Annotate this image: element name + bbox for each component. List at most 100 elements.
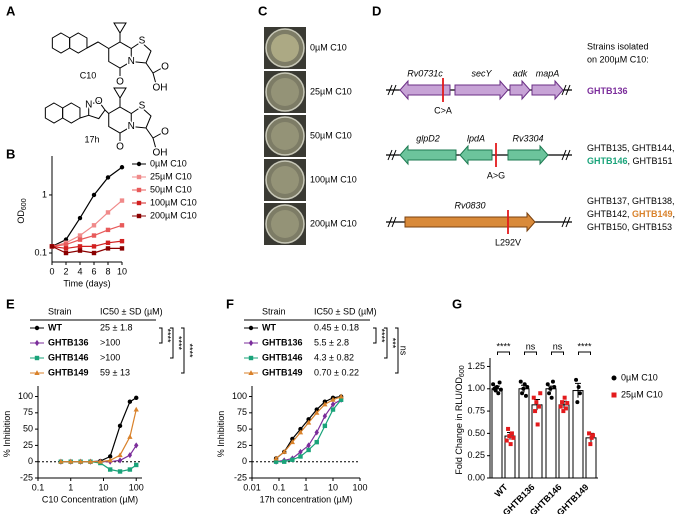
stat-label: ns (553, 341, 563, 351)
data-point (520, 391, 525, 396)
atom-label: O (95, 96, 103, 107)
gene-label: lpdA (467, 133, 485, 143)
stat-label: ns (399, 346, 409, 356)
mutation-label: L292V (495, 237, 521, 247)
strain-line: GHTB150, GHTB153 (587, 222, 672, 232)
x-tick-label: 100 (352, 482, 367, 492)
stat-bracket (373, 327, 377, 344)
gene-arrow (459, 144, 493, 166)
legend-label: GHTB149 (48, 367, 89, 377)
data-point (589, 435, 594, 440)
strain-line: GHTB137, GHTB138, (587, 196, 675, 206)
data-point (305, 419, 312, 425)
panel-label: G (452, 296, 462, 311)
data-point (548, 386, 553, 391)
break (561, 216, 567, 228)
x-tick-label: 6 (91, 266, 96, 276)
legend-marker (34, 339, 40, 347)
data-point (511, 435, 516, 440)
x-tick-label: 0.01 (243, 482, 261, 492)
data-point (322, 423, 328, 429)
gene-label: Rv0830 (454, 200, 485, 210)
data-point (91, 192, 97, 198)
legend-marker (611, 392, 617, 398)
x-tick-label: 100 (129, 482, 144, 492)
strain-line: GHTB142, GHTB149, (587, 209, 675, 219)
data-point (523, 393, 528, 398)
break (387, 84, 393, 96)
data-point (508, 442, 513, 447)
x-axis-label: 17h concentration (µM) (260, 494, 353, 504)
data-point (77, 233, 83, 238)
stat-bracket (181, 327, 185, 374)
panel-label: B (6, 146, 15, 161)
gene-label: Rv0731c (407, 68, 443, 78)
data-point (63, 242, 69, 247)
cyclopropyl (113, 87, 127, 99)
legend-marker (136, 174, 142, 180)
atom-label: N (128, 56, 135, 67)
y-tick-label: 0.25 (467, 450, 485, 460)
y-tick-label: 0 (242, 456, 247, 466)
y-tick-label: 0.75 (467, 405, 485, 415)
stat-bracket (384, 327, 388, 359)
ic50-value: 59 ± 13 (100, 367, 130, 377)
legend-marker (248, 325, 254, 331)
data-point (77, 244, 83, 249)
gene-arrow (404, 211, 536, 233)
gene-label: adk (513, 68, 528, 78)
data-point (49, 244, 55, 249)
stat-label: **** (163, 328, 173, 343)
data-point (105, 175, 111, 180)
data-point (117, 457, 123, 464)
data-point (330, 396, 336, 402)
y-tick-label: -25 (20, 472, 33, 482)
plate-label: 25µM C10 (310, 86, 352, 96)
data-point (298, 448, 303, 456)
ring (44, 102, 64, 124)
data-point (127, 452, 133, 459)
bond (131, 41, 152, 64)
x-tick-label: 1 (303, 482, 308, 492)
compound-name: 17h (84, 134, 99, 144)
y-tick-label: 75 (23, 407, 33, 417)
data-point (338, 393, 344, 399)
ic50-value: >100 (100, 337, 120, 347)
data-point (91, 233, 97, 238)
data-point (577, 391, 582, 396)
y-tick-label: 0 (28, 456, 33, 466)
y-tick-label: -25 (234, 472, 247, 482)
data-point (91, 223, 97, 228)
data-point (127, 434, 133, 439)
legend-label: 25µM C10 (150, 171, 192, 181)
gene-label: mapA (536, 68, 560, 78)
data-point (77, 458, 84, 464)
data-point (506, 426, 511, 431)
data-point (105, 227, 111, 233)
stat-label: **** (377, 328, 387, 343)
x-tick-label: 1 (68, 482, 73, 492)
break (391, 149, 397, 161)
legend-marker (34, 355, 40, 361)
data-point (105, 210, 111, 215)
panel-label: C (258, 3, 268, 18)
legend-marker (34, 370, 40, 375)
data-point (77, 215, 83, 221)
ic50-value: 4.3 ± 0.82 (314, 352, 354, 362)
series-line (51, 166, 123, 247)
strain: GHTB150, GHTB153 (587, 222, 672, 232)
atom-label: N (128, 121, 135, 132)
data-point (565, 401, 570, 406)
series-line (51, 245, 122, 254)
data-point (521, 386, 526, 391)
y-tick-label: 75 (237, 407, 247, 417)
y-tick-label: 0.1 (34, 247, 47, 257)
break (565, 84, 571, 96)
data-point (560, 400, 565, 405)
data-point (107, 454, 113, 459)
legend-label: 0µM C10 (621, 372, 658, 382)
y-tick-label: 100 (18, 391, 33, 401)
x-tick-label: 4 (77, 266, 82, 276)
legend-label: GHTB149 (262, 367, 303, 377)
y-tick-label: 0.00 (467, 472, 485, 482)
